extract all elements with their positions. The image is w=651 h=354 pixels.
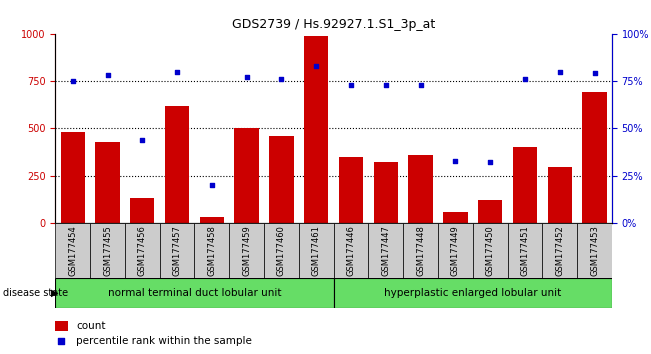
Bar [478,200,503,223]
Text: disease state: disease state [3,288,68,298]
Bar [55,321,68,331]
Bar [542,223,577,278]
Bar [165,105,189,223]
Text: GSM177457: GSM177457 [173,225,182,276]
Text: GSM177458: GSM177458 [208,225,216,276]
Text: GSM177453: GSM177453 [590,225,599,276]
Bar [473,223,508,278]
Text: GSM177451: GSM177451 [520,225,529,276]
Text: GSM177454: GSM177454 [68,225,77,276]
Point [68,78,78,84]
Bar [374,162,398,223]
Text: GSM177450: GSM177450 [486,225,495,276]
Text: GSM177448: GSM177448 [416,225,425,276]
Text: GSM177447: GSM177447 [381,225,391,276]
Bar [438,223,473,278]
Point [555,69,565,74]
Text: GSM177456: GSM177456 [138,225,147,276]
Point [242,74,252,80]
Point [485,160,495,165]
Text: GSM177460: GSM177460 [277,225,286,276]
Text: percentile rank within the sample: percentile rank within the sample [76,336,253,346]
Bar [339,157,363,223]
Bar [229,223,264,278]
Point [172,69,182,74]
Point [415,82,426,87]
Bar [200,217,224,223]
Text: GSM177455: GSM177455 [103,225,112,276]
Bar [95,142,120,223]
Bar [195,223,229,278]
Bar [130,198,154,223]
Point [450,158,461,163]
Point [346,82,356,87]
Bar [304,35,328,223]
Text: GSM177452: GSM177452 [555,225,564,276]
Bar [299,223,333,278]
Bar [333,223,368,278]
Point [276,76,286,82]
Bar [125,223,159,278]
Text: count: count [76,321,106,331]
Point [589,70,600,76]
Bar [234,128,259,223]
Title: GDS2739 / Hs.92927.1.S1_3p_at: GDS2739 / Hs.92927.1.S1_3p_at [232,18,436,31]
Bar [264,223,299,278]
Bar [368,223,403,278]
Bar [577,223,612,278]
Bar [547,167,572,223]
Bar [61,132,85,223]
Bar [403,223,438,278]
Bar [333,278,612,308]
Point [137,137,148,143]
Point [381,82,391,87]
Bar [55,278,333,308]
Bar [443,212,467,223]
Point [56,338,66,343]
Text: normal terminal duct lobular unit: normal terminal duct lobular unit [107,288,281,298]
Text: GSM177459: GSM177459 [242,225,251,276]
Bar [508,223,542,278]
Bar [90,223,125,278]
Bar [270,136,294,223]
Point [206,182,217,188]
Bar [408,155,433,223]
Bar [55,223,90,278]
Text: ▶: ▶ [51,288,59,298]
Text: GSM177461: GSM177461 [312,225,321,276]
Point [311,63,322,69]
Text: hyperplastic enlarged lobular unit: hyperplastic enlarged lobular unit [384,288,561,298]
Point [519,76,530,82]
Bar [583,92,607,223]
Bar [159,223,195,278]
Text: GSM177446: GSM177446 [346,225,355,276]
Text: GSM177449: GSM177449 [451,225,460,276]
Bar [513,147,537,223]
Point [102,73,113,78]
